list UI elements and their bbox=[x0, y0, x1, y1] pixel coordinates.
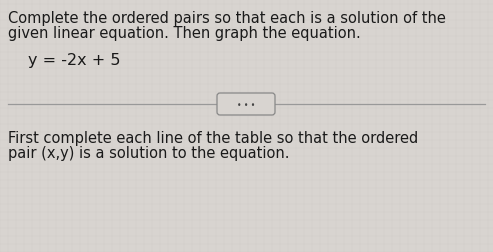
FancyBboxPatch shape bbox=[217, 94, 275, 115]
Text: given linear equation. Then graph the equation.: given linear equation. Then graph the eq… bbox=[8, 26, 361, 41]
Text: y = -2x + 5: y = -2x + 5 bbox=[28, 53, 120, 68]
Text: First complete each line of the table so that the ordered: First complete each line of the table so… bbox=[8, 131, 418, 145]
Text: pair (x,y) is a solution to the equation.: pair (x,y) is a solution to the equation… bbox=[8, 145, 289, 160]
Text: • • •: • • • bbox=[237, 100, 255, 109]
Text: Complete the ordered pairs so that each is a solution of the: Complete the ordered pairs so that each … bbox=[8, 11, 446, 26]
